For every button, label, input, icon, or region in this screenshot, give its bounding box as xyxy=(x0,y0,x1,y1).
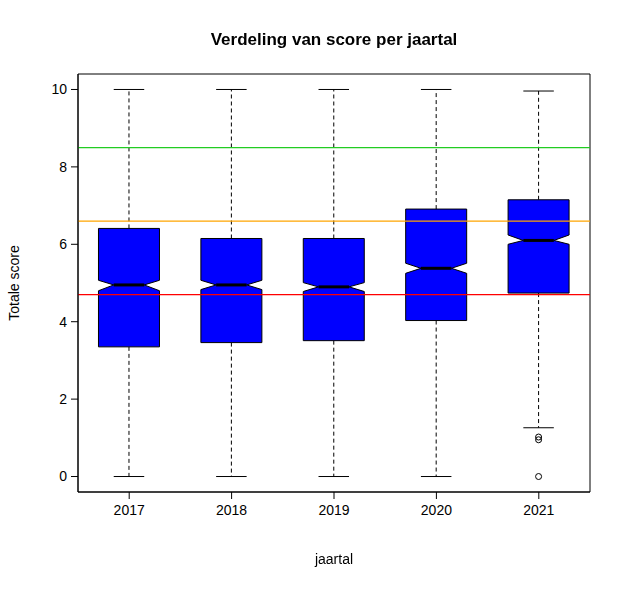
svg-text:2017: 2017 xyxy=(114,502,145,518)
svg-text:2018: 2018 xyxy=(216,502,247,518)
svg-text:2019: 2019 xyxy=(318,502,349,518)
svg-text:2: 2 xyxy=(59,391,67,407)
svg-text:2020: 2020 xyxy=(421,502,452,518)
svg-text:0: 0 xyxy=(59,468,67,484)
html-text:Totale score: Totale score xyxy=(6,245,22,321)
svg-text:6: 6 xyxy=(59,236,67,252)
svg-text:4: 4 xyxy=(59,314,67,330)
svg-text:10: 10 xyxy=(51,81,67,97)
html-text:jaartal: jaartal xyxy=(314,551,354,567)
svg-text:8: 8 xyxy=(59,159,67,175)
html-text:Verdeling van score per jaarta: Verdeling van score per jaartal xyxy=(210,30,458,49)
svg-text:2021: 2021 xyxy=(523,502,554,518)
